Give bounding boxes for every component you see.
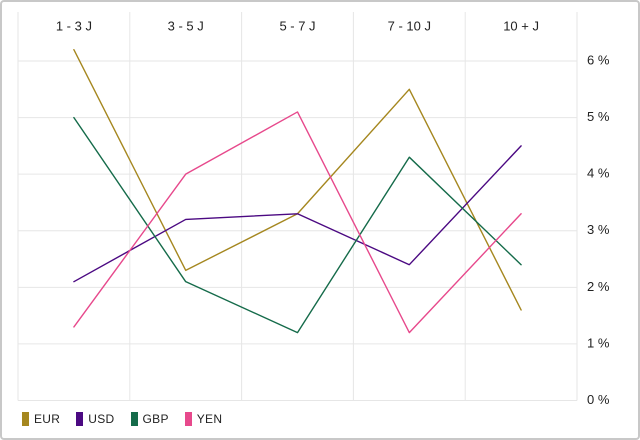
x-axis-category-label: 1 - 3 J [56,18,92,33]
legend-label-gbp: GBP [142,412,169,426]
x-axis-category-label: 3 - 5 J [168,18,204,33]
y-axis-tick-label: 0 % [587,392,610,407]
y-axis-tick-label: 1 % [587,335,610,350]
y-axis-tick-label: 4 % [587,166,610,181]
legend-item-eur[interactable]: EUR [22,412,60,426]
x-axis-category-label: 7 - 10 J [388,18,431,33]
x-axis-category-label: 5 - 7 J [279,18,315,33]
series-line-gbp [73,116,522,334]
legend-swatch-usd [76,412,84,426]
legend-item-gbp[interactable]: GBP [130,412,169,426]
y-axis-tick-label: 5 % [587,109,610,124]
series-line-eur [73,48,522,311]
legend-item-usd[interactable]: USD [76,412,114,426]
series-line-yen [73,111,522,334]
legend-swatch-gbp [130,412,138,426]
legend-swatch-eur [22,412,29,426]
legend-item-yen[interactable]: YEN [184,412,223,426]
y-axis-tick-label: 2 % [587,279,610,294]
y-axis-tick-label: 6 % [587,52,610,67]
legend: EUR USD GBP YEN [22,412,222,426]
y-axis-tick-label: 3 % [587,222,610,237]
legend-label-usd: USD [88,412,115,426]
series-line-usd [73,145,522,283]
x-axis-category-label: 10 + J [503,18,539,33]
legend-swatch-yen [184,412,192,426]
legend-label-eur: EUR [34,412,61,426]
legend-label-yen: YEN [196,412,223,426]
